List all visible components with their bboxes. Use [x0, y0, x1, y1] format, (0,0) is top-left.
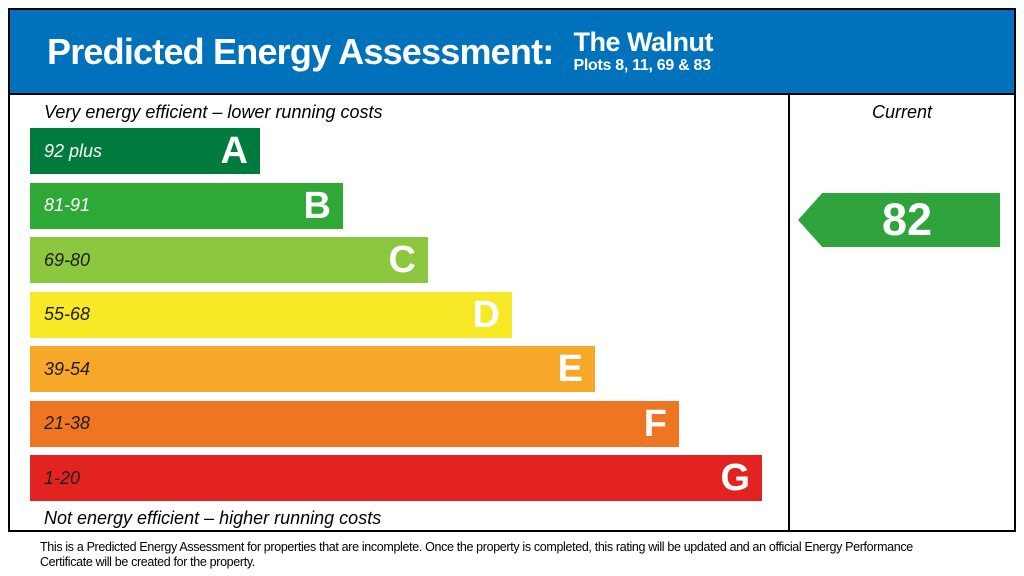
epc-band-row: 81-91 B	[30, 182, 343, 229]
current-column-header: Current	[871, 102, 933, 122]
epc-band-range-label: 1-20	[44, 467, 81, 488]
epc-band-letter: G	[720, 457, 750, 499]
epc-band-row: 55-68 D	[30, 291, 512, 338]
epc-band-letter: F	[643, 402, 667, 445]
header: Predicted Energy Assessment: The Walnut …	[10, 10, 1014, 95]
property-plots: Plots 8, 11, 69 & 83	[573, 57, 711, 75]
epc-band-letter: B	[303, 184, 331, 227]
epc-band-letter: A	[220, 130, 248, 172]
top-efficiency-label: Very energy efficient – lower running co…	[44, 102, 383, 122]
current-rating-arrow: 82	[798, 193, 1000, 247]
epc-band-row: 69-80 C	[30, 237, 428, 283]
epc-band-letter: D	[472, 293, 500, 336]
disclaimer-line: This is a Predicted Energy Assessment fo…	[40, 539, 913, 554]
epc-band-row: 92 plus A	[30, 128, 260, 174]
epc-band-range-label: 39-54	[44, 358, 91, 379]
epc-band-letter: E	[557, 348, 583, 390]
epc-band-range-label: 92 plus	[44, 140, 103, 161]
epc-band-row: 21-38 F	[30, 400, 679, 447]
page-title: Predicted Energy Assessment:	[47, 30, 554, 72]
disclaimer: This is a Predicted Energy Assessment fo…	[40, 539, 985, 569]
epc-band-range-label: 21-38	[44, 413, 91, 433]
epc-band-chart: Very energy efficient – lower running co…	[10, 95, 790, 530]
certificate-frame: Predicted Energy Assessment: The Walnut …	[8, 8, 1016, 532]
epc-band-row: 39-54 E	[30, 346, 595, 392]
bottom-efficiency-label: Not energy efficient – higher running co…	[44, 508, 382, 528]
epc-band-letter: C	[388, 239, 416, 281]
rating-panel: Very energy efficient – lower running co…	[10, 95, 1014, 530]
epc-band-range-label: 55-68	[44, 304, 91, 324]
property-name: The Walnut	[573, 26, 713, 57]
disclaimer-line: Certificate will be created for the prop…	[40, 554, 255, 569]
epc-band-row: 1-20 G	[30, 455, 762, 501]
current-rating-column: Current 82	[790, 95, 1014, 530]
property-info: The Walnut Plots 8, 11, 69 & 83	[573, 26, 713, 75]
current-rating-value: 82	[881, 194, 933, 245]
epc-bands: 92 plus A 81-91 B 69-80 C 55-68 D 39-54 …	[30, 128, 788, 501]
epc-band-range-label: 69-80	[44, 249, 91, 270]
epc-band-range-label: 81-91	[44, 195, 91, 215]
